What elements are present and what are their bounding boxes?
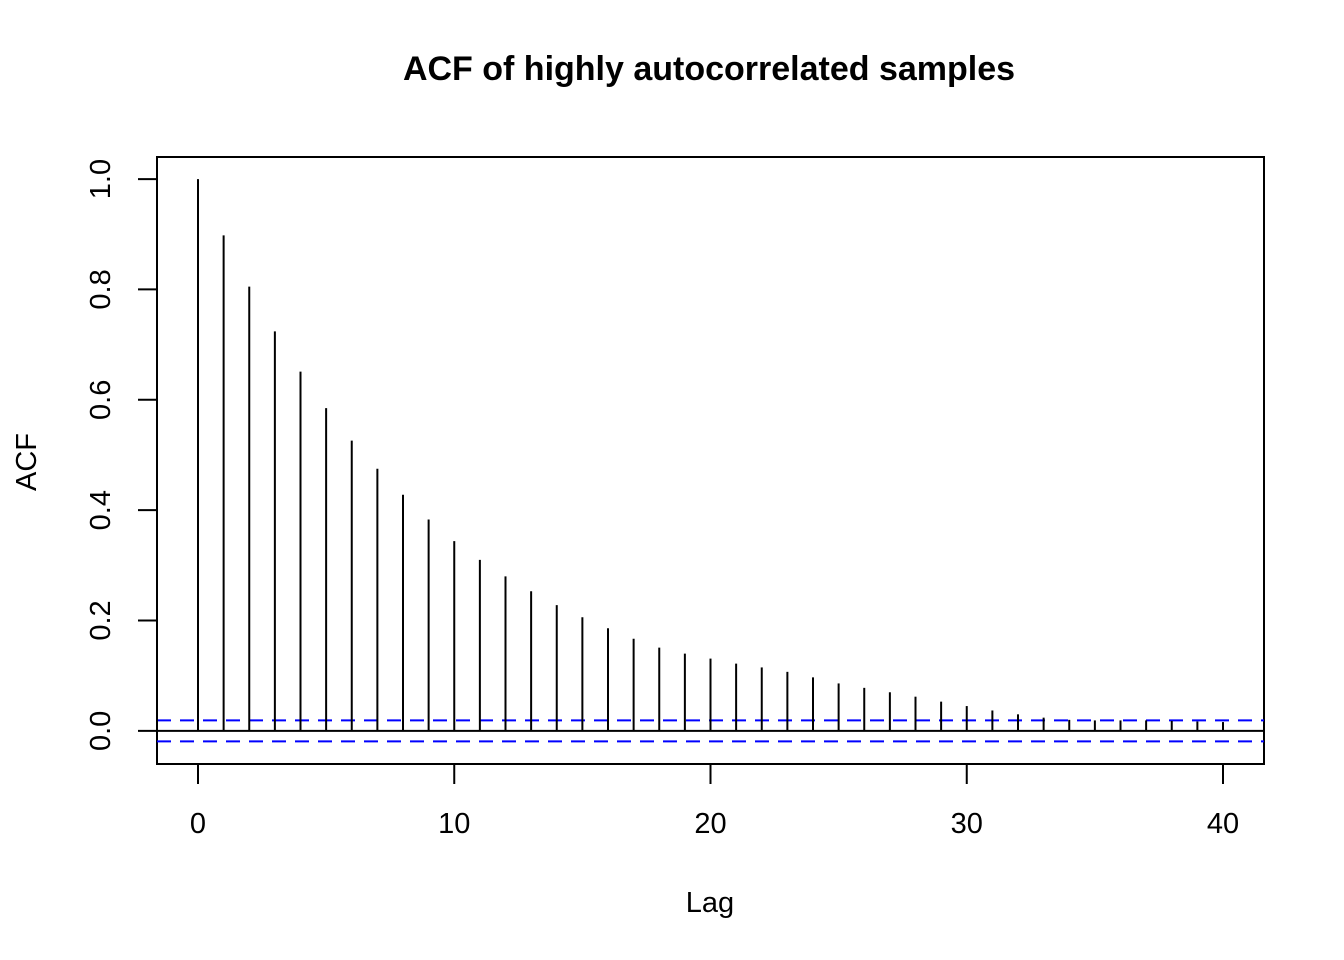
x-tick-label: 30 [951, 808, 983, 840]
y-tick-label: 0.4 [85, 490, 117, 530]
y-axis: 0.0 0.2 0.4 0.6 0.8 1.0 [85, 159, 158, 751]
y-tick-label: 0.0 [85, 711, 117, 751]
y-tick-label: 0.6 [85, 380, 117, 420]
y-tick-label: 0.2 [85, 600, 117, 640]
x-tick-label: 0 [190, 808, 206, 840]
y-tick-label: 1.0 [85, 159, 117, 199]
x-axis: 0 10 20 30 40 [190, 763, 1239, 840]
chart-title: ACF of highly autocorrelated samples [403, 50, 1015, 88]
x-tick-label: 40 [1207, 808, 1239, 840]
plot-area [156, 156, 1265, 765]
y-axis-label: ACF [11, 433, 43, 491]
x-tick-label: 10 [438, 808, 470, 840]
y-tick-label: 0.8 [85, 269, 117, 309]
x-tick-label: 20 [694, 808, 726, 840]
x-axis-label: Lag [686, 887, 734, 919]
